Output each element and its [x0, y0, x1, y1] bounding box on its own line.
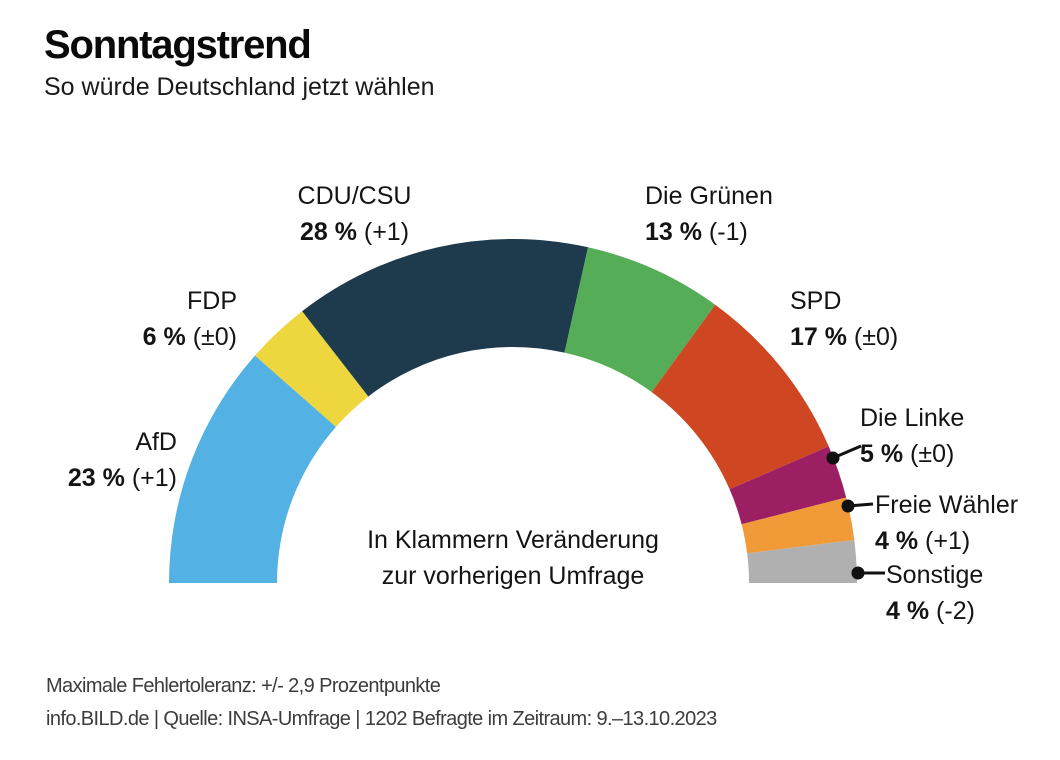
- slice-afd: [169, 355, 336, 583]
- leader-dot: [841, 499, 855, 513]
- party-label-die-linke: Die Linke 5 % (±0): [860, 400, 1050, 472]
- party-value: 4 % (+1): [875, 527, 971, 555]
- page-subtitle: So würde Deutschland jetzt wählen: [44, 73, 435, 101]
- party-value: 5 % (±0): [860, 440, 955, 468]
- party-label-spd: SPD 17 % (±0): [790, 283, 990, 355]
- party-name: AfD: [135, 428, 177, 456]
- party-name: Sonstige: [886, 561, 984, 589]
- footer: Maximale Fehlertoleranz: +/- 2,9 Prozent…: [46, 670, 717, 736]
- footer-tolerance-note: Maximale Fehlertoleranz: +/- 2,9 Prozent…: [46, 675, 441, 697]
- party-name: FDP: [187, 287, 237, 315]
- leader-dot: [851, 566, 865, 580]
- party-label-die-gr-nen: Die Grünen 13 % (-1): [645, 178, 865, 250]
- leader-dot: [826, 451, 840, 465]
- party-label-sonstige: Sonstige 4 % (-2): [886, 557, 1056, 629]
- party-label-freie-w-hler: Freie Wähler 4 % (+1): [875, 487, 1060, 559]
- party-label-cdu-csu: CDU/CSU 28 % (+1): [262, 178, 447, 250]
- party-label-afd: AfD 23 % (+1): [27, 424, 177, 496]
- party-name: SPD: [790, 287, 842, 315]
- slice-freie-w-hler: [741, 497, 855, 554]
- party-value: 28 % (+1): [299, 218, 410, 246]
- slice-spd: [651, 304, 829, 490]
- party-name: Die Grünen: [645, 182, 773, 210]
- party-value: 13 % (-1): [645, 218, 748, 246]
- slice-die-linke: [729, 446, 847, 525]
- party-name: CDU/CSU: [297, 182, 412, 210]
- slice-fdp: [254, 311, 369, 427]
- party-value: 17 % (±0): [790, 323, 899, 351]
- party-value: 6 % (±0): [142, 323, 237, 351]
- header: Sonntagstrend So würde Deutschland jetzt…: [44, 22, 435, 102]
- party-name: Die Linke: [860, 404, 965, 432]
- page-title: Sonntagstrend: [44, 23, 312, 67]
- slice-sonstige: [747, 539, 857, 583]
- party-label-fdp: FDP 6 % (±0): [87, 283, 237, 355]
- slice-cdu-csu: [302, 238, 589, 397]
- party-value: 4 % (-2): [886, 597, 975, 625]
- center-note-line2: zur vorherigen Umfrage: [381, 562, 645, 590]
- center-note-line1: In Klammern Veränderung: [367, 526, 659, 554]
- party-value: 23 % (+1): [67, 464, 177, 492]
- chart-center-note: In Klammern Veränderung zur vorherigen U…: [313, 522, 713, 594]
- footer-source-note: info.BILD.de | Quelle: INSA-Umfrage | 12…: [46, 708, 717, 730]
- party-name: Freie Wähler: [875, 491, 1019, 519]
- slice-die-gr-nen: [564, 247, 716, 393]
